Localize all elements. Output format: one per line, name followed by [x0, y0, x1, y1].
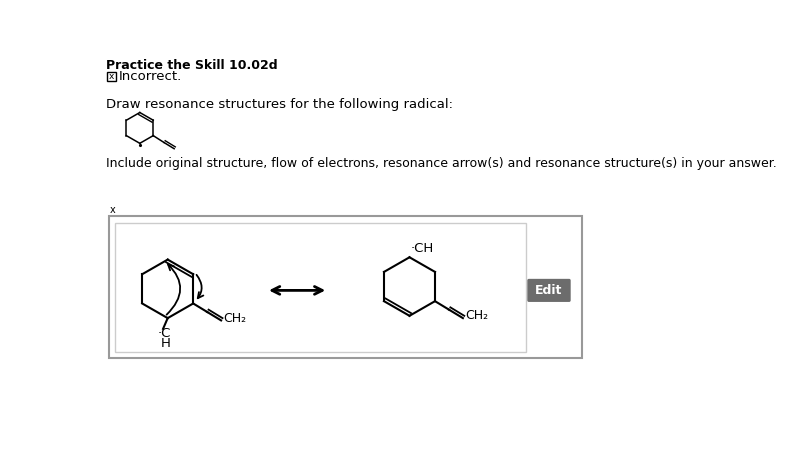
Text: Incorrect.: Incorrect. [119, 70, 182, 83]
Text: Edit: Edit [536, 284, 563, 297]
Text: x: x [109, 72, 114, 81]
Text: H: H [161, 337, 170, 350]
Text: x: x [110, 205, 115, 215]
Bar [107, 72, 115, 81]
FancyArrowPatch shape [197, 275, 203, 298]
Bar [115, 223, 525, 352]
FancyBboxPatch shape [527, 279, 571, 302]
Text: CH₂: CH₂ [465, 309, 489, 322]
Text: CH₂: CH₂ [224, 311, 247, 324]
Text: ·CH: ·CH [411, 242, 435, 255]
Text: Draw resonance structures for the following radical:: Draw resonance structures for the follow… [106, 98, 453, 111]
Text: Include original structure, flow of electrons, resonance arrow(s) and resonance : Include original structure, flow of elec… [106, 157, 776, 170]
Text: Practice the Skill 10.02d: Practice the Skill 10.02d [106, 59, 277, 72]
FancyArrowPatch shape [166, 265, 180, 315]
Text: ·C: ·C [158, 327, 171, 340]
Bar [109, 216, 582, 358]
